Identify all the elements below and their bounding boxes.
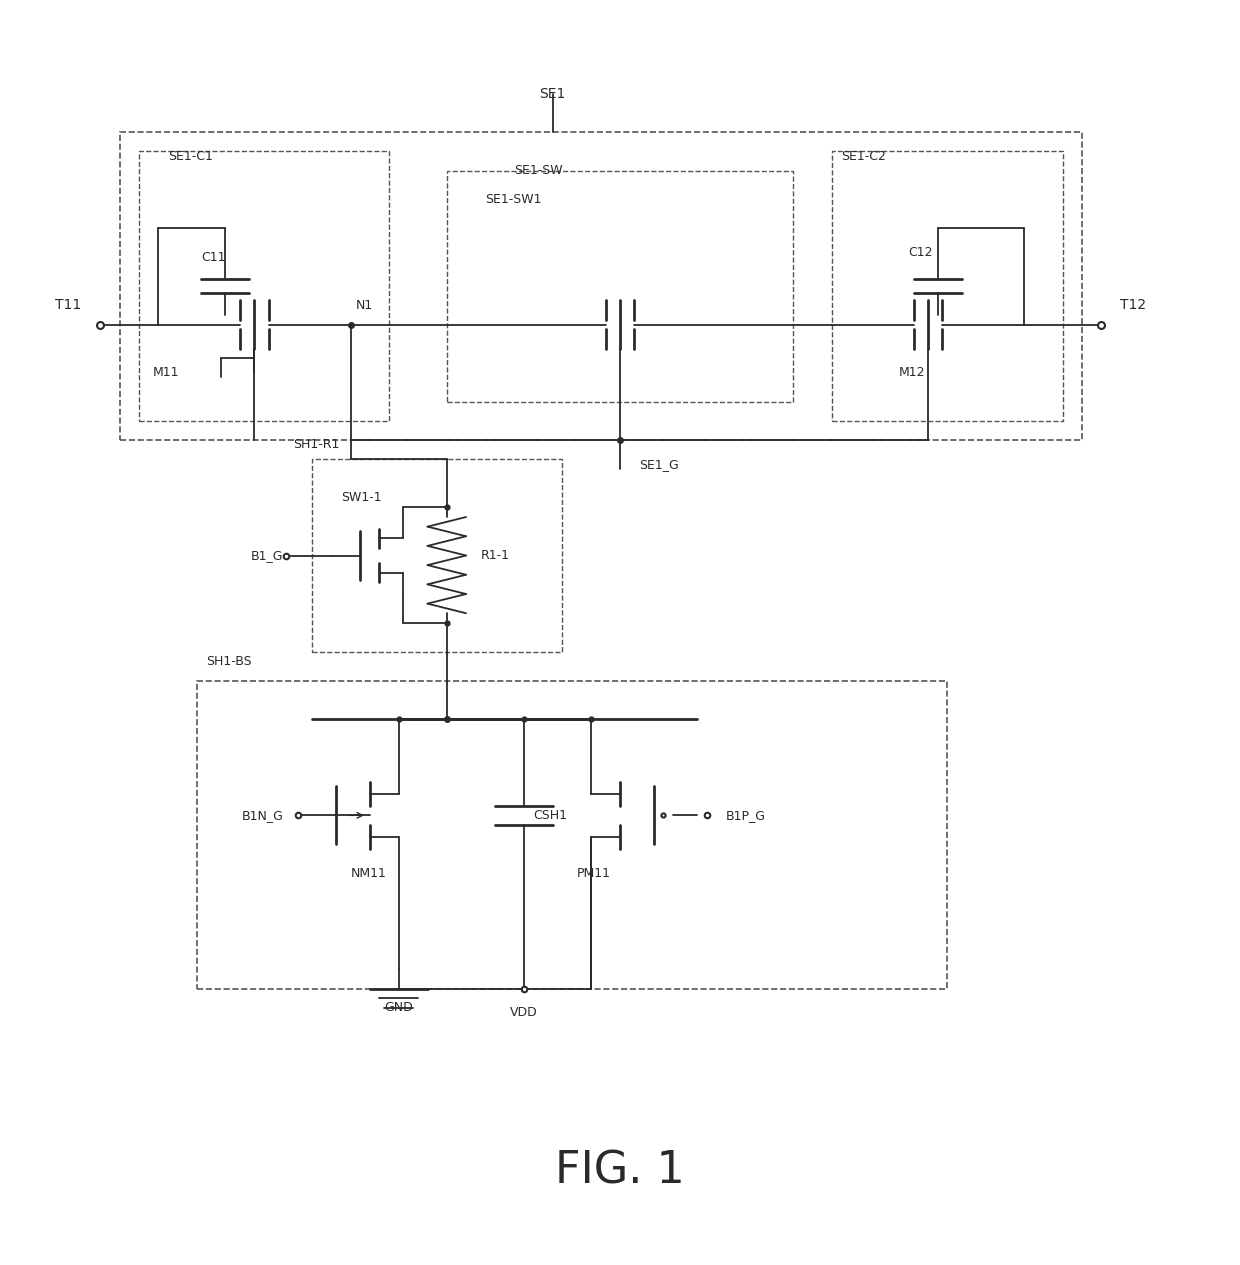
Bar [139, 152, 389, 421]
Text: SE1-SW: SE1-SW [515, 164, 563, 177]
Bar [446, 171, 794, 401]
Text: R1-1: R1-1 [480, 549, 510, 562]
Text: NM11: NM11 [351, 867, 387, 879]
Text: SE1-SW1: SE1-SW1 [485, 194, 542, 206]
Text: M12: M12 [899, 366, 925, 380]
Text: N1: N1 [356, 299, 372, 311]
Text: T12: T12 [1121, 299, 1147, 312]
Bar [312, 459, 562, 651]
Text: C11: C11 [201, 250, 226, 263]
Text: SH1-R1: SH1-R1 [293, 439, 340, 452]
Text: FIG. 1: FIG. 1 [556, 1150, 684, 1193]
Bar [197, 681, 947, 988]
Text: C12: C12 [909, 245, 934, 259]
Text: SH1-BS: SH1-BS [206, 655, 252, 668]
Text: B1P_G: B1P_G [725, 808, 766, 822]
Text: B1N_G: B1N_G [242, 808, 283, 822]
Text: SE1-C1: SE1-C1 [167, 149, 212, 163]
Text: CSH1: CSH1 [533, 808, 568, 822]
Bar [119, 132, 1083, 440]
Text: SE1: SE1 [539, 86, 565, 100]
Text: SE1_G: SE1_G [640, 458, 680, 471]
Text: B1_G: B1_G [250, 549, 283, 562]
Text: SW1-1: SW1-1 [341, 491, 382, 505]
Text: T11: T11 [55, 299, 81, 312]
Text: SE1-C2: SE1-C2 [842, 149, 887, 163]
Text: VDD: VDD [510, 1006, 538, 1020]
Bar [832, 152, 1063, 421]
Text: GND: GND [384, 1002, 413, 1015]
Text: M11: M11 [154, 366, 180, 380]
Text: PM11: PM11 [577, 867, 610, 879]
